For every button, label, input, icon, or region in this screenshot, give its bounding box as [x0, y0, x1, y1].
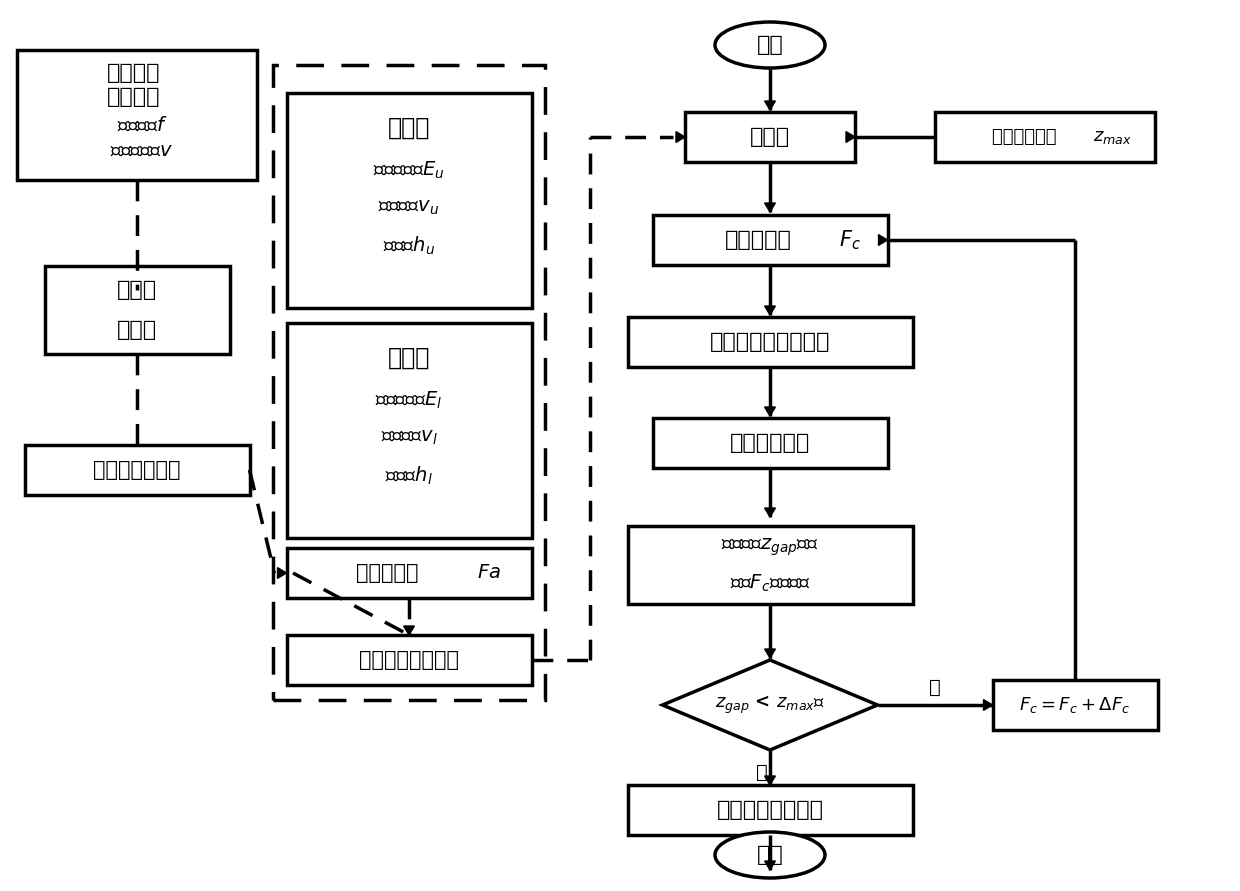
Bar — [627, 317, 913, 367]
Bar — [273, 65, 546, 700]
Text: $z_{max}$: $z_{max}$ — [1094, 128, 1132, 146]
Text: 轴向钻削力: 轴向钻削力 — [356, 563, 418, 583]
Text: 厚度：$h_u$: 厚度：$h_u$ — [383, 235, 435, 257]
Ellipse shape — [715, 832, 825, 878]
Text: 钻削力预测模型: 钻削力预测模型 — [93, 460, 181, 480]
Polygon shape — [676, 132, 684, 143]
Text: 选择当前的压紧力: 选择当前的压紧力 — [717, 800, 823, 820]
Polygon shape — [765, 101, 775, 110]
Bar — [652, 418, 888, 468]
Text: 是: 是 — [756, 763, 768, 781]
Bar — [992, 680, 1157, 730]
Text: 层间间隙预测模型: 层间间隙预测模型 — [360, 650, 459, 670]
Polygon shape — [878, 234, 888, 245]
Polygon shape — [765, 508, 775, 517]
Text: 验数据: 验数据 — [117, 320, 157, 340]
Polygon shape — [765, 776, 775, 785]
Text: 层间间隙$z_{gap}$随压: 层间间隙$z_{gap}$随压 — [722, 536, 818, 558]
Text: 泊松比：$v_u$: 泊松比：$v_u$ — [378, 199, 439, 217]
Polygon shape — [983, 699, 992, 710]
Text: $z_{gap}$ < $z_{max}$？: $z_{gap}$ < $z_{max}$？ — [715, 694, 825, 716]
Text: 初始化: 初始化 — [750, 127, 790, 147]
Text: 钻削试: 钻削试 — [117, 280, 157, 300]
Polygon shape — [662, 660, 878, 750]
Text: $F_c = F_c + \Delta F_c$: $F_c = F_c + \Delta F_c$ — [1019, 695, 1131, 715]
Bar — [286, 93, 532, 307]
Bar — [286, 548, 532, 598]
Text: 泊松比：$v_l$: 泊松比：$v_l$ — [381, 429, 438, 447]
Text: 弹性模量：$E_l$: 弹性模量：$E_l$ — [376, 389, 443, 411]
Bar — [45, 266, 229, 354]
Text: 上层板: 上层板 — [388, 116, 430, 140]
Text: 结束: 结束 — [756, 845, 784, 865]
Text: 选择压紧力: 选择压紧力 — [724, 230, 791, 250]
Text: 厚度：$h_l$: 厚度：$h_l$ — [386, 465, 433, 487]
Text: 钻头型号: 钻头型号 — [107, 63, 160, 83]
Text: 叠层板变形解析模型: 叠层板变形解析模型 — [709, 332, 831, 352]
Text: 弹性模量：$E_u$: 弹性模量：$E_u$ — [373, 159, 445, 181]
Polygon shape — [765, 306, 775, 315]
Text: 否: 否 — [929, 677, 941, 697]
Polygon shape — [403, 626, 414, 635]
Bar — [627, 785, 913, 835]
Text: 刀具转速：$v$: 刀具转速：$v$ — [110, 142, 174, 160]
Text: $F_c$: $F_c$ — [839, 228, 861, 252]
Polygon shape — [765, 649, 775, 658]
Bar — [652, 215, 888, 265]
Bar — [17, 50, 257, 180]
Bar — [286, 323, 532, 537]
Bar — [935, 112, 1154, 162]
Polygon shape — [765, 203, 775, 212]
Bar — [684, 112, 856, 162]
Ellipse shape — [715, 22, 825, 68]
Polygon shape — [278, 568, 286, 578]
Text: 钻削参数: 钻削参数 — [107, 87, 160, 107]
Text: 下层板: 下层板 — [388, 346, 430, 370]
Text: 紧力$F_c$变化曲线: 紧力$F_c$变化曲线 — [729, 572, 810, 593]
Bar — [286, 635, 532, 685]
Text: 开始: 开始 — [756, 35, 784, 55]
Polygon shape — [765, 861, 775, 870]
Text: $Fa$: $Fa$ — [477, 564, 501, 582]
Polygon shape — [846, 132, 856, 143]
Bar — [627, 526, 913, 604]
Polygon shape — [765, 407, 775, 416]
Text: 层间间隙阈值: 层间间隙阈值 — [992, 128, 1063, 146]
Text: 进给率：$f$: 进给率：$f$ — [117, 116, 167, 135]
Bar — [25, 445, 249, 495]
Text: 确定挤压范围: 确定挤压范围 — [730, 433, 810, 453]
